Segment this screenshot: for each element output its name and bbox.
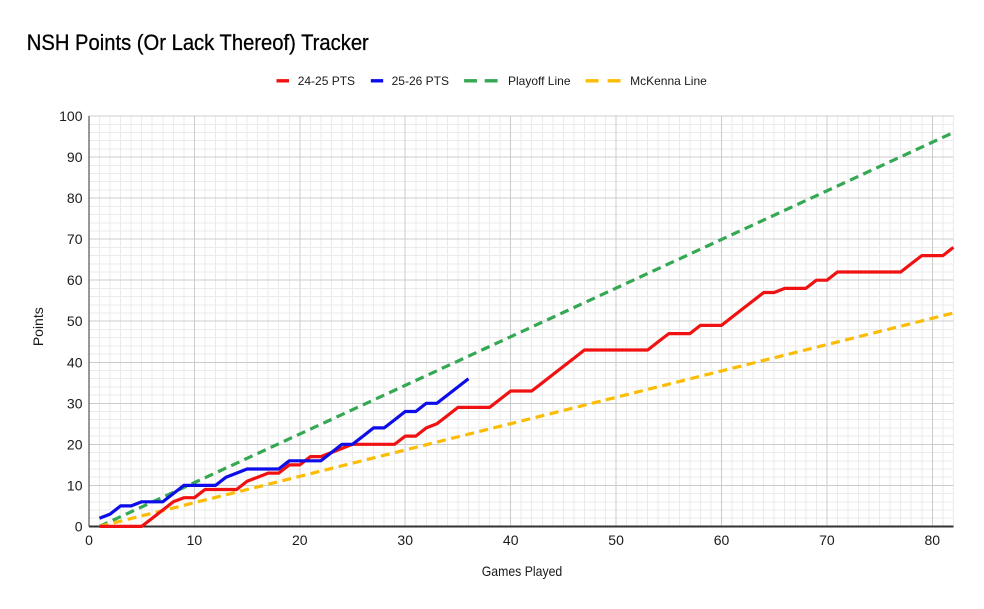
svg-text:Games Played: Games Played [482, 563, 563, 579]
svg-text:10: 10 [187, 532, 203, 548]
svg-text:NSH Points (Or Lack Thereof) T: NSH Points (Or Lack Thereof) Tracker [27, 30, 369, 55]
svg-text:30: 30 [67, 395, 83, 411]
svg-text:50: 50 [608, 532, 624, 548]
svg-text:90: 90 [67, 149, 83, 165]
svg-text:80: 80 [67, 190, 83, 206]
svg-text:25-26 PTS: 25-26 PTS [392, 74, 449, 88]
svg-text:0: 0 [85, 532, 93, 548]
svg-text:Points: Points [30, 307, 46, 346]
svg-text:60: 60 [67, 272, 83, 288]
svg-text:100: 100 [59, 108, 83, 124]
svg-text:20: 20 [292, 532, 308, 548]
svg-text:70: 70 [819, 532, 835, 548]
svg-text:70: 70 [67, 231, 83, 247]
svg-text:10: 10 [67, 477, 83, 493]
svg-text:50: 50 [67, 313, 83, 329]
svg-text:30: 30 [397, 532, 413, 548]
svg-text:80: 80 [925, 532, 941, 548]
svg-text:40: 40 [503, 532, 519, 548]
svg-text:Playoff Line: Playoff Line [508, 74, 571, 88]
svg-text:McKenna Line: McKenna Line [630, 74, 707, 88]
svg-text:20: 20 [67, 436, 83, 452]
svg-text:0: 0 [75, 518, 83, 534]
svg-text:60: 60 [714, 532, 730, 548]
svg-text:24-25 PTS: 24-25 PTS [298, 74, 355, 88]
svg-text:40: 40 [67, 354, 83, 370]
